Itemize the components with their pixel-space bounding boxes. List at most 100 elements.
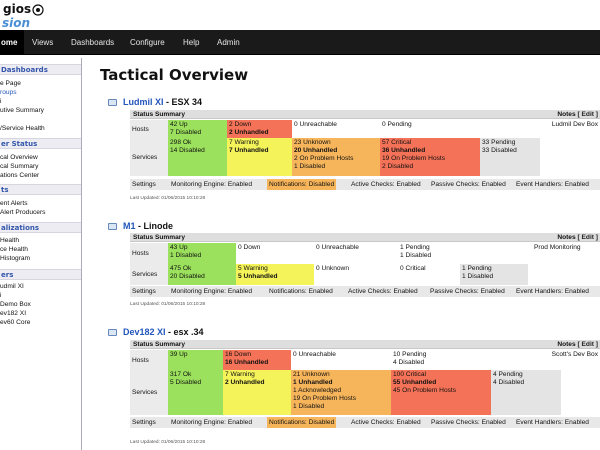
hosts-down-cell[interactable]: 2 Down 2 Unhandled (227, 120, 292, 138)
eye-icon (32, 4, 44, 16)
sidebar-item-service-health[interactable]: /Service Health (0, 125, 45, 132)
hosts-up-cell[interactable]: 39 Up (168, 350, 223, 370)
active-checks-status[interactable]: Active Checks: Enabled (351, 419, 421, 426)
server-note: Ludmil Dev Box (510, 120, 600, 138)
monitoring-engine-status[interactable]: Monitoring Engine: Enabled (171, 181, 253, 188)
sidebar-item-histogram[interactable]: Histogram (0, 255, 31, 262)
last-updated: Last Updated: 01/06/2015 10:10:28 (130, 302, 206, 307)
sidebar-item-top-alert-producers[interactable]: Alert Producers (0, 209, 46, 216)
sidebar-item-host-health[interactable]: Health (0, 237, 20, 244)
sidebar-item-demo-box[interactable]: Demo Box (0, 301, 31, 308)
passive-checks-status[interactable]: Passive Checks: Enabled (431, 419, 506, 426)
services-critical-cell[interactable]: 0 Critical (398, 264, 460, 285)
sidebar-section-server-status[interactable]: er Status (0, 138, 81, 149)
server-name-link[interactable]: Dev182 XI (123, 327, 166, 337)
page-title: Tactical Overview (100, 66, 249, 84)
notes-text: Notes (557, 111, 576, 118)
sidebar-section-visualizations[interactable]: alizations (0, 222, 81, 233)
sidebar-item-recent-alerts[interactable]: ent Alerts (0, 200, 28, 207)
hosts-up-cell[interactable]: 43 Up 1 Disabled (168, 243, 236, 264)
server-name-link[interactable]: M1 (123, 221, 136, 231)
sidebar-section-servers[interactable]: ers (0, 269, 81, 280)
services-row-label: Services (130, 264, 168, 285)
services-pending-cell[interactable]: 4 Pending 4 Disabled (491, 370, 561, 415)
hosts-down-cell[interactable]: 0 Down (236, 243, 314, 264)
monitoring-engine-status[interactable]: Monitoring Engine: Enabled (171, 288, 253, 295)
notes-edit-link[interactable]: [ Edit ] (577, 234, 598, 241)
sidebar-item-dev182-xi[interactable]: ev182 XI (0, 310, 27, 317)
hosts-down-cell[interactable]: 16 Down 16 Unhandled (223, 350, 291, 370)
sidebar-item-operations-center[interactable]: ations Center (0, 172, 40, 179)
passive-checks-status[interactable]: Passive Checks: Enabled (430, 288, 505, 295)
notes-edit-link[interactable]: [ Edit ] (577, 111, 598, 118)
nav-help[interactable]: Help (183, 38, 200, 47)
notes-label: Notes [ Edit ] (557, 340, 598, 349)
hosts-pending-cell[interactable]: 0 Pending (380, 120, 480, 138)
sidebar-item-home-page[interactable]: e Page (0, 80, 21, 87)
nav-dashboards[interactable]: Dashboards (71, 38, 115, 47)
event-handlers-status[interactable]: Event Handlers: Enabled (516, 181, 589, 188)
notifications-status[interactable]: Notifications: Disabled (267, 179, 337, 190)
server-description: - Linode (135, 221, 174, 231)
services-unknown-cell[interactable]: 21 Unknown 1 Unhandled 1 Acknowledged 19 On… (291, 370, 391, 415)
services-ok-cell[interactable]: 298 Ok 14 Disabled (168, 138, 227, 176)
sidebar-item-dev60-core[interactable]: ev60 Core (0, 319, 31, 326)
notifications-status[interactable]: Notifications: Disabled (267, 417, 337, 428)
active-checks-status[interactable]: Active Checks: Enabled (351, 181, 421, 188)
server-panel: Status Summary Notes [ Edit ] Hosts 39 U… (130, 340, 600, 436)
logo-text-bottom: sion (2, 16, 31, 30)
hosts-pending-cell[interactable]: 1 Pending 1 Disabled (398, 243, 460, 264)
sidebar-item-service-health-viz[interactable]: ce Health (0, 246, 28, 253)
hosts-unreachable-cell[interactable]: 0 Unreachable (292, 120, 380, 138)
sidebar-item-i[interactable]: i (0, 98, 2, 105)
active-checks-status[interactable]: Active Checks: Enabled (348, 288, 418, 295)
event-handlers-status[interactable]: Event Handlers: Enabled (516, 419, 589, 426)
services-ok-cell[interactable]: 475 Ok 20 Disabled (168, 264, 236, 285)
server-description: - esx .34 (165, 327, 204, 337)
sidebar-item-tactical-overview[interactable]: cal Overview (0, 154, 38, 161)
settings-label: Settings (132, 288, 156, 295)
services-warning-cell[interactable]: 7 Warning 7 Unhandled (227, 138, 292, 176)
logo-text-top: gios (3, 2, 32, 16)
sidebar: Dashboards e Page roups i utive Summary … (0, 58, 82, 450)
sidebar-item-groups[interactable]: roups (0, 89, 17, 96)
services-critical-cell[interactable]: 100 Critical 55 Unhandled 45 On Problem Ho… (391, 370, 491, 415)
sidebar-item-executive-summary[interactable]: utive Summary (0, 107, 44, 114)
hosts-unreachable-cell[interactable]: 0 Unreachable (291, 350, 391, 370)
sidebar-item-m1[interactable]: i (0, 292, 2, 299)
hosts-pending-cell[interactable]: 10 Pending 4 Disabled (391, 350, 491, 370)
nav-views[interactable]: Views (32, 38, 54, 47)
services-ok-cell[interactable]: 317 Ok 5 Disabled (168, 370, 223, 415)
services-unknown-cell[interactable]: 23 Unknown 20 Unhandled 2 On Problem Hosts… (292, 138, 380, 176)
hosts-unreachable-cell[interactable]: 0 Unreachable (314, 243, 398, 264)
notes-label: Notes [ Edit ] (557, 110, 598, 119)
services-unknown-cell[interactable]: 0 Unknown (314, 264, 398, 285)
server-name-link[interactable]: Ludmil XI (123, 97, 164, 107)
hosts-row-label: Hosts (130, 120, 168, 138)
nagios-logo[interactable]: gios sion (0, 2, 80, 30)
services-pending-cell[interactable]: 33 Pending 33 Disabled (480, 138, 540, 176)
passive-checks-status[interactable]: Passive Checks: Enabled (431, 181, 506, 188)
services-pending-cell[interactable]: 1 Pending 1 Disabled (460, 264, 528, 285)
server-header: M1 - Linode (108, 220, 173, 232)
services-warning-cell[interactable]: 5 Warning 5 Unhandled (236, 264, 314, 285)
event-handlers-status[interactable]: Event Handlers: Enabled (516, 288, 589, 295)
sidebar-section-dashboards[interactable]: Dashboards (0, 64, 81, 75)
notifications-status[interactable]: Notifications: Enabled (269, 288, 333, 295)
hosts-row-label: Hosts (130, 243, 168, 264)
sidebar-item-tactical-summary[interactable]: cal Summary (0, 163, 39, 170)
server-panel: Status Summary Notes [ Edit ] Hosts 42 U… (130, 110, 600, 192)
services-row-label: Services (130, 370, 168, 415)
nav-configure[interactable]: Configure (130, 38, 165, 47)
nav-home[interactable]: ome (0, 30, 24, 55)
hosts-up-cell[interactable]: 42 Up 7 Disabled (168, 120, 227, 138)
nav-admin[interactable]: Admin (217, 38, 240, 47)
sidebar-section-alerts[interactable]: ts (0, 184, 81, 195)
settings-bar: Settings Monitoring Engine: Enabled Noti… (130, 179, 600, 190)
settings-bar: Settings Monitoring Engine: Enabled Noti… (130, 417, 600, 428)
sidebar-item-ludmil-xi[interactable]: udmil XI (0, 283, 24, 290)
notes-edit-link[interactable]: [ Edit ] (577, 341, 598, 348)
services-critical-cell[interactable]: 57 Critical 36 Unhandled 19 On Problem Hos… (380, 138, 480, 176)
monitoring-engine-status[interactable]: Monitoring Engine: Enabled (171, 419, 253, 426)
services-warning-cell[interactable]: 7 Warning 2 Unhandled (223, 370, 291, 415)
